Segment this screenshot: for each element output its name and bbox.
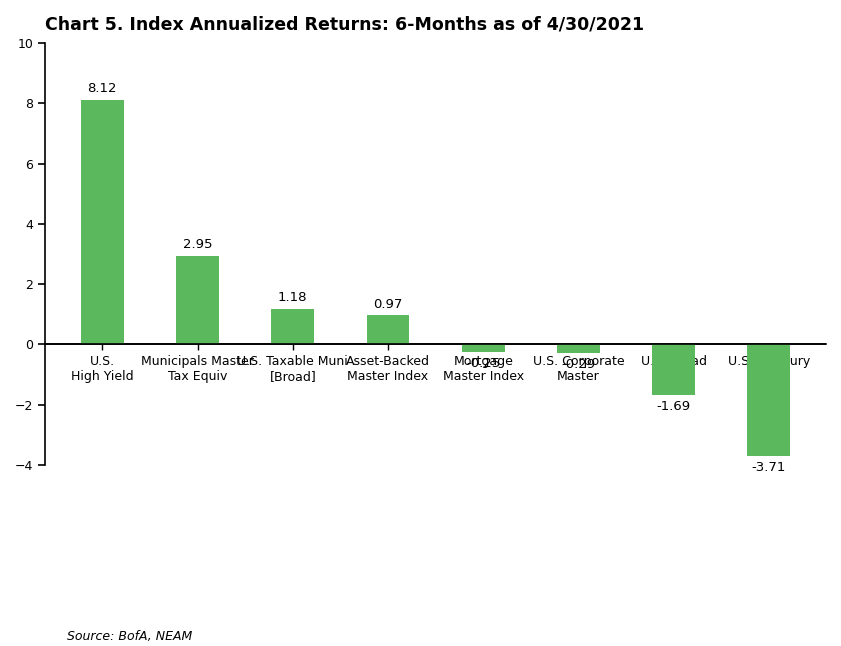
Text: 1.18: 1.18 (278, 291, 308, 304)
Text: -3.71: -3.71 (752, 461, 786, 474)
Text: -1.69: -1.69 (657, 400, 690, 413)
Text: 2.95: 2.95 (182, 238, 212, 251)
Text: 8.12: 8.12 (87, 82, 117, 95)
Text: -0.25: -0.25 (466, 357, 500, 370)
Bar (272, 309, 315, 344)
Text: Source: BofA, NEAM: Source: BofA, NEAM (67, 630, 193, 643)
Bar (557, 344, 600, 353)
Bar (462, 344, 505, 352)
Text: Chart 5. Index Annualized Returns: 6-Months as of 4/30/2021: Chart 5. Index Annualized Returns: 6-Mon… (45, 15, 644, 33)
Bar (81, 99, 124, 344)
Bar (176, 256, 219, 344)
Bar (653, 344, 695, 395)
Bar (748, 344, 791, 456)
Text: 0.97: 0.97 (373, 298, 403, 311)
Text: -0.29: -0.29 (561, 358, 595, 371)
Bar (367, 315, 410, 344)
